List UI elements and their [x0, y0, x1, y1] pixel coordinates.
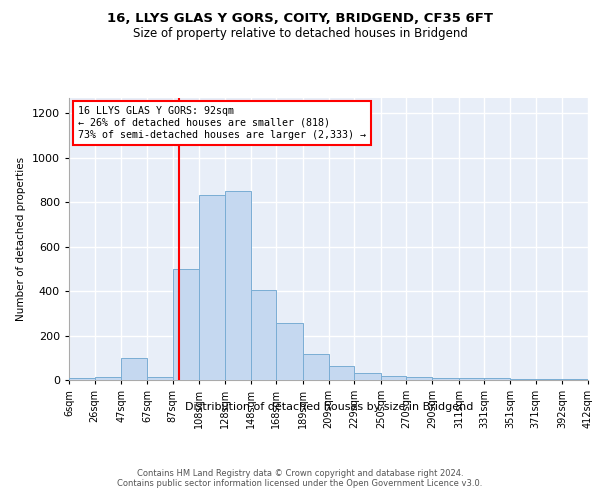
- Bar: [121, 358, 147, 380]
- Bar: [199, 196, 225, 380]
- Y-axis label: Number of detached properties: Number of detached properties: [16, 156, 26, 321]
- Text: Contains HM Land Registry data © Crown copyright and database right 2024.: Contains HM Land Registry data © Crown c…: [137, 469, 463, 478]
- Bar: [406, 376, 432, 380]
- Bar: [225, 191, 251, 380]
- Text: 16 LLYS GLAS Y GORS: 92sqm
← 26% of detached houses are smaller (818)
73% of sem: 16 LLYS GLAS Y GORS: 92sqm ← 26% of deta…: [78, 106, 366, 140]
- Bar: [432, 378, 459, 380]
- Bar: [251, 290, 276, 380]
- Text: 16, LLYS GLAS Y GORS, COITY, BRIDGEND, CF35 6FT: 16, LLYS GLAS Y GORS, COITY, BRIDGEND, C…: [107, 12, 493, 26]
- Bar: [95, 377, 121, 380]
- Bar: [536, 379, 562, 380]
- Bar: [354, 373, 381, 380]
- Bar: [329, 366, 354, 380]
- Bar: [381, 376, 406, 380]
- Text: Contains public sector information licensed under the Open Government Licence v3: Contains public sector information licen…: [118, 479, 482, 488]
- Text: Size of property relative to detached houses in Bridgend: Size of property relative to detached ho…: [133, 28, 467, 40]
- Bar: [303, 354, 329, 380]
- Text: Distribution of detached houses by size in Bridgend: Distribution of detached houses by size …: [185, 402, 473, 412]
- Bar: [173, 269, 199, 380]
- Bar: [276, 324, 303, 380]
- Bar: [459, 378, 484, 380]
- Bar: [484, 378, 510, 380]
- Bar: [69, 378, 95, 380]
- Bar: [510, 379, 536, 380]
- Bar: [147, 377, 173, 380]
